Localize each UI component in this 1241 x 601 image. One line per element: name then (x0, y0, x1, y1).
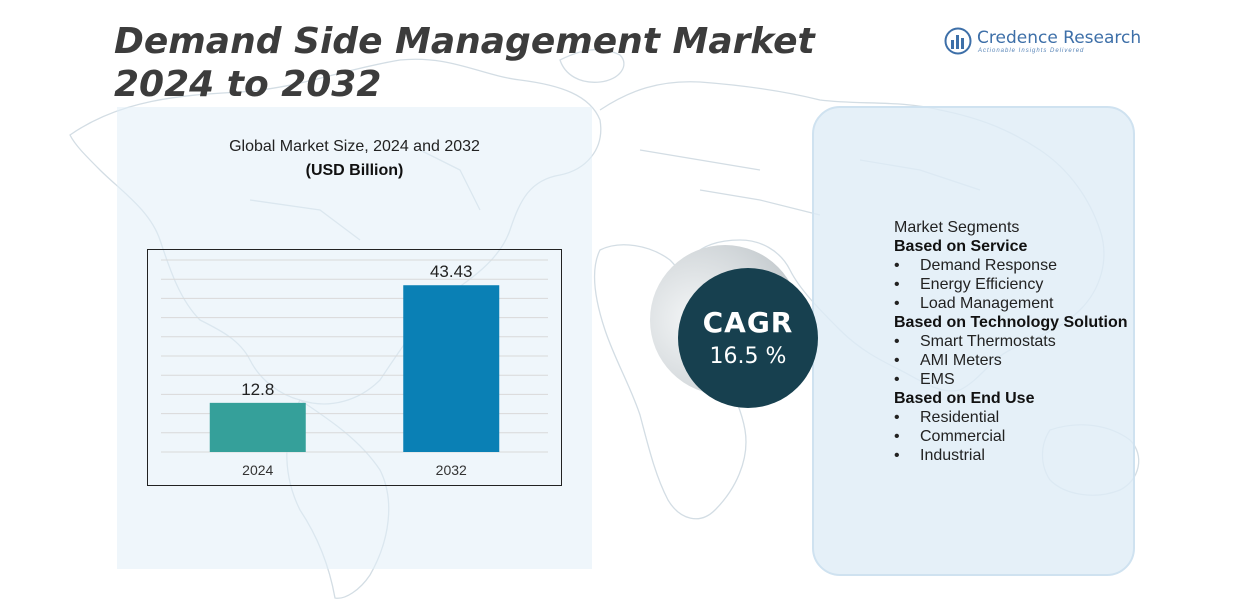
market-size-bar-chart: 12.8 2024 43.43 2032 (147, 249, 562, 486)
cagr-label: CAGR (702, 306, 794, 339)
segment-item: Residential (894, 408, 1194, 427)
credence-bars-logo-icon (944, 27, 972, 55)
credence-research-logo: Credence Research Actionable Insights De… (944, 27, 1141, 59)
segments-heading: Market Segments (894, 219, 1020, 236)
segment-group-service: Based on Service (894, 238, 1028, 255)
market-segments: Market Segments Based on Service Demand … (894, 218, 1194, 465)
segment-group-technology: Based on Technology Solution (894, 314, 1128, 331)
logo-name: Credence Research (977, 28, 1142, 48)
segment-list-technology: Smart Thermostats AMI Meters EMS (894, 332, 1194, 389)
x-tick-label-2032: 2032 (436, 462, 467, 478)
page-title: Demand Side Management Market 2024 to 20… (114, 21, 815, 105)
segment-item: Smart Thermostats (894, 332, 1194, 351)
cagr-circle: CAGR 16.5 % (678, 268, 818, 408)
segment-item: Energy Efficiency (894, 275, 1194, 294)
bar-2024 (209, 402, 306, 452)
x-tick-label-2024: 2024 (242, 462, 273, 478)
cagr-badge: CAGR 16.5 % (650, 245, 820, 415)
segment-list-service: Demand Response Energy Efficiency Load M… (894, 256, 1194, 313)
data-label-2024: 12.8 (241, 380, 274, 399)
market-size-panel (117, 107, 592, 569)
segment-item: Load Management (894, 294, 1194, 313)
segment-item: Demand Response (894, 256, 1194, 275)
segment-item: Industrial (894, 446, 1194, 465)
chart-subtitle: (USD Billion) (305, 162, 404, 179)
bar-2032 (403, 285, 500, 452)
segment-item: EMS (894, 370, 1194, 389)
segment-group-end-use: Based on End Use (894, 390, 1035, 407)
segment-item: Commercial (894, 427, 1194, 446)
segment-item: AMI Meters (894, 351, 1194, 370)
cagr-value: 16.5 % (709, 344, 787, 369)
chart-bars: 12.8 2024 43.43 2032 (209, 262, 500, 478)
segment-list-end-use: Residential Commercial Industrial (894, 408, 1194, 465)
chart-frame (147, 249, 562, 486)
chart-title: Global Market Size, 2024 and 2032 (229, 138, 480, 155)
data-label-2032: 43.43 (430, 262, 473, 281)
logo-tagline: Actionable Insights Delivered (978, 48, 1085, 54)
